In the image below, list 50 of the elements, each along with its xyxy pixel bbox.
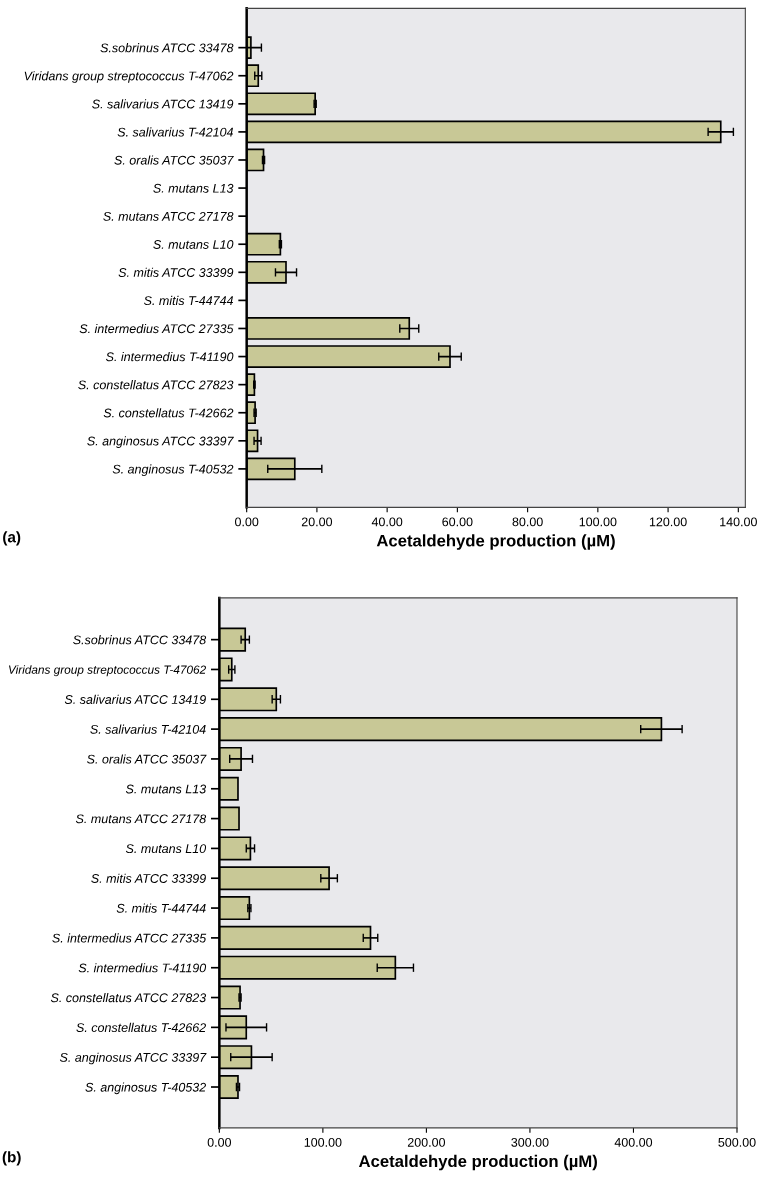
x-tick-label: 500.00 bbox=[718, 1137, 756, 1147]
y-tick-label: S. mutans ATCC 27178 bbox=[75, 814, 207, 824]
y-tick-label: S. anginosus ATCC 33397 bbox=[59, 1052, 207, 1065]
x-axis-title: Acetaldehyde production (µM) bbox=[358, 1154, 597, 1171]
text: (a) bbox=[3, 531, 21, 546]
x-tick-label: 120.00 bbox=[649, 517, 687, 527]
y-tick-label: S. mutans L10 bbox=[125, 844, 207, 854]
y-tick-label: S. mutans L13 bbox=[153, 183, 234, 193]
x-tick-label: 20.00 bbox=[301, 517, 333, 527]
y-tick-label: Viridans group streptococcus T-47062 bbox=[8, 665, 206, 677]
x-tick-label: 100.00 bbox=[579, 517, 617, 527]
y-tick-label: S. salivarius T-42104 bbox=[90, 724, 206, 734]
y-tick-label: S. intermedius T-41190 bbox=[78, 963, 207, 973]
y-tick-label: S.sobrinus ATCC 33478 bbox=[100, 43, 234, 53]
y-tick-label: S. salivarius ATCC 13419 bbox=[64, 694, 206, 704]
x-tick-label: 80.00 bbox=[512, 517, 543, 527]
x-tick-label: 60.00 bbox=[442, 517, 473, 527]
y-tick-label: S. mitis T-44744 bbox=[143, 295, 234, 306]
y-tick-label: S. mitis ATCC 33399 bbox=[118, 267, 234, 277]
x-tick-label: 300.00 bbox=[511, 1137, 549, 1147]
y-tick-label: S. mutans L13 bbox=[125, 784, 207, 794]
y-tick-label: S. salivarius ATCC 13419 bbox=[92, 99, 234, 109]
y-tick-label: S. mutans L10 bbox=[153, 240, 234, 249]
x-tick-label: 0.00 bbox=[235, 517, 259, 527]
x-tick-label: 40.00 bbox=[371, 517, 403, 527]
text: (b) bbox=[2, 1151, 21, 1166]
y-tick-label: S. constellatus T-42662 bbox=[103, 408, 234, 418]
y-tick-label: S. oralis ATCC 35037 bbox=[87, 754, 207, 764]
y-tick-label: S. mitis ATCC 33399 bbox=[91, 873, 206, 883]
x-tick-label: 400.00 bbox=[614, 1137, 653, 1147]
x-tick-label: 200.00 bbox=[407, 1137, 446, 1147]
x-tick-label: 100.00 bbox=[304, 1137, 342, 1147]
x-tick-label: 0.00 bbox=[207, 1137, 232, 1147]
y-tick-label: S.sobrinus ATCC 33478 bbox=[73, 635, 207, 645]
y-tick-label: S. constellatus T-42662 bbox=[76, 1022, 206, 1033]
y-tick-label: S. salivarius T-42104 bbox=[117, 127, 234, 137]
x-tick-label: 140.00 bbox=[720, 517, 757, 527]
y-tick-label: S. oralis ATCC 35037 bbox=[114, 155, 234, 165]
y-tick-label: S. mutans ATCC 27178 bbox=[103, 211, 234, 221]
y-tick-label: S. constellatus ATCC 27823 bbox=[78, 380, 234, 390]
y-tick-label: S. anginosus T-40532 bbox=[112, 464, 234, 477]
x-axis-title: Acetaldehyde production (µM) bbox=[376, 534, 615, 550]
y-tick-label: S. intermedius ATCC 27335 bbox=[52, 933, 207, 943]
y-tick-label: S. intermedius ATCC 27335 bbox=[79, 323, 234, 334]
y-tick-label: S. anginosus ATCC 33397 bbox=[87, 436, 234, 448]
y-tick-label: S. anginosus T-40532 bbox=[85, 1082, 206, 1095]
y-tick-label: S. intermedius T-41190 bbox=[105, 352, 234, 362]
y-tick-label: S. mitis T-44744 bbox=[116, 903, 206, 913]
y-tick-label: Viridans group streptococcus T-47062 bbox=[24, 71, 234, 83]
y-tick-label: S. constellatus ATCC 27823 bbox=[50, 993, 207, 1003]
